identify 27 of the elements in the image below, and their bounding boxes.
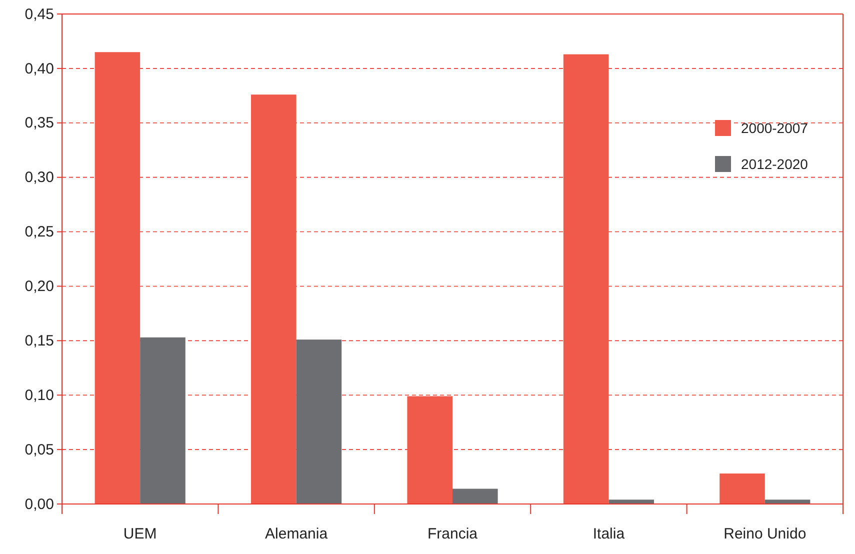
bar bbox=[720, 474, 765, 504]
bar bbox=[140, 337, 186, 504]
bar bbox=[296, 340, 342, 504]
x-tick-label: Reino Unido bbox=[724, 526, 806, 542]
y-tick-label: 0,05 bbox=[24, 441, 54, 458]
bar bbox=[764, 500, 810, 504]
y-tick-label: 0,25 bbox=[24, 224, 54, 241]
x-tick-label: Francia bbox=[427, 526, 478, 542]
bar bbox=[452, 488, 498, 504]
y-tick-label: 0,45 bbox=[24, 6, 54, 23]
legend-label: 2000-2007 bbox=[741, 120, 808, 136]
bar bbox=[251, 94, 296, 504]
x-tick-label: Italia bbox=[592, 526, 626, 542]
x-tick-label: Alemania bbox=[265, 526, 328, 542]
legend-label: 2012-2020 bbox=[741, 156, 808, 172]
bar bbox=[608, 500, 654, 504]
y-tick-label: 0,10 bbox=[24, 386, 54, 404]
y-tick-label: 0,40 bbox=[24, 60, 54, 78]
y-tick-label: 0,35 bbox=[24, 114, 54, 132]
x-tick-label: UEM bbox=[123, 526, 157, 542]
bar bbox=[563, 54, 609, 504]
y-tick-label: 0,15 bbox=[24, 332, 54, 350]
bar bbox=[94, 52, 140, 504]
bar bbox=[407, 396, 452, 504]
y-tick-label: 0,20 bbox=[24, 278, 54, 296]
y-tick-label: 0,00 bbox=[24, 496, 54, 513]
y-tick-label: 0,30 bbox=[24, 169, 54, 186]
